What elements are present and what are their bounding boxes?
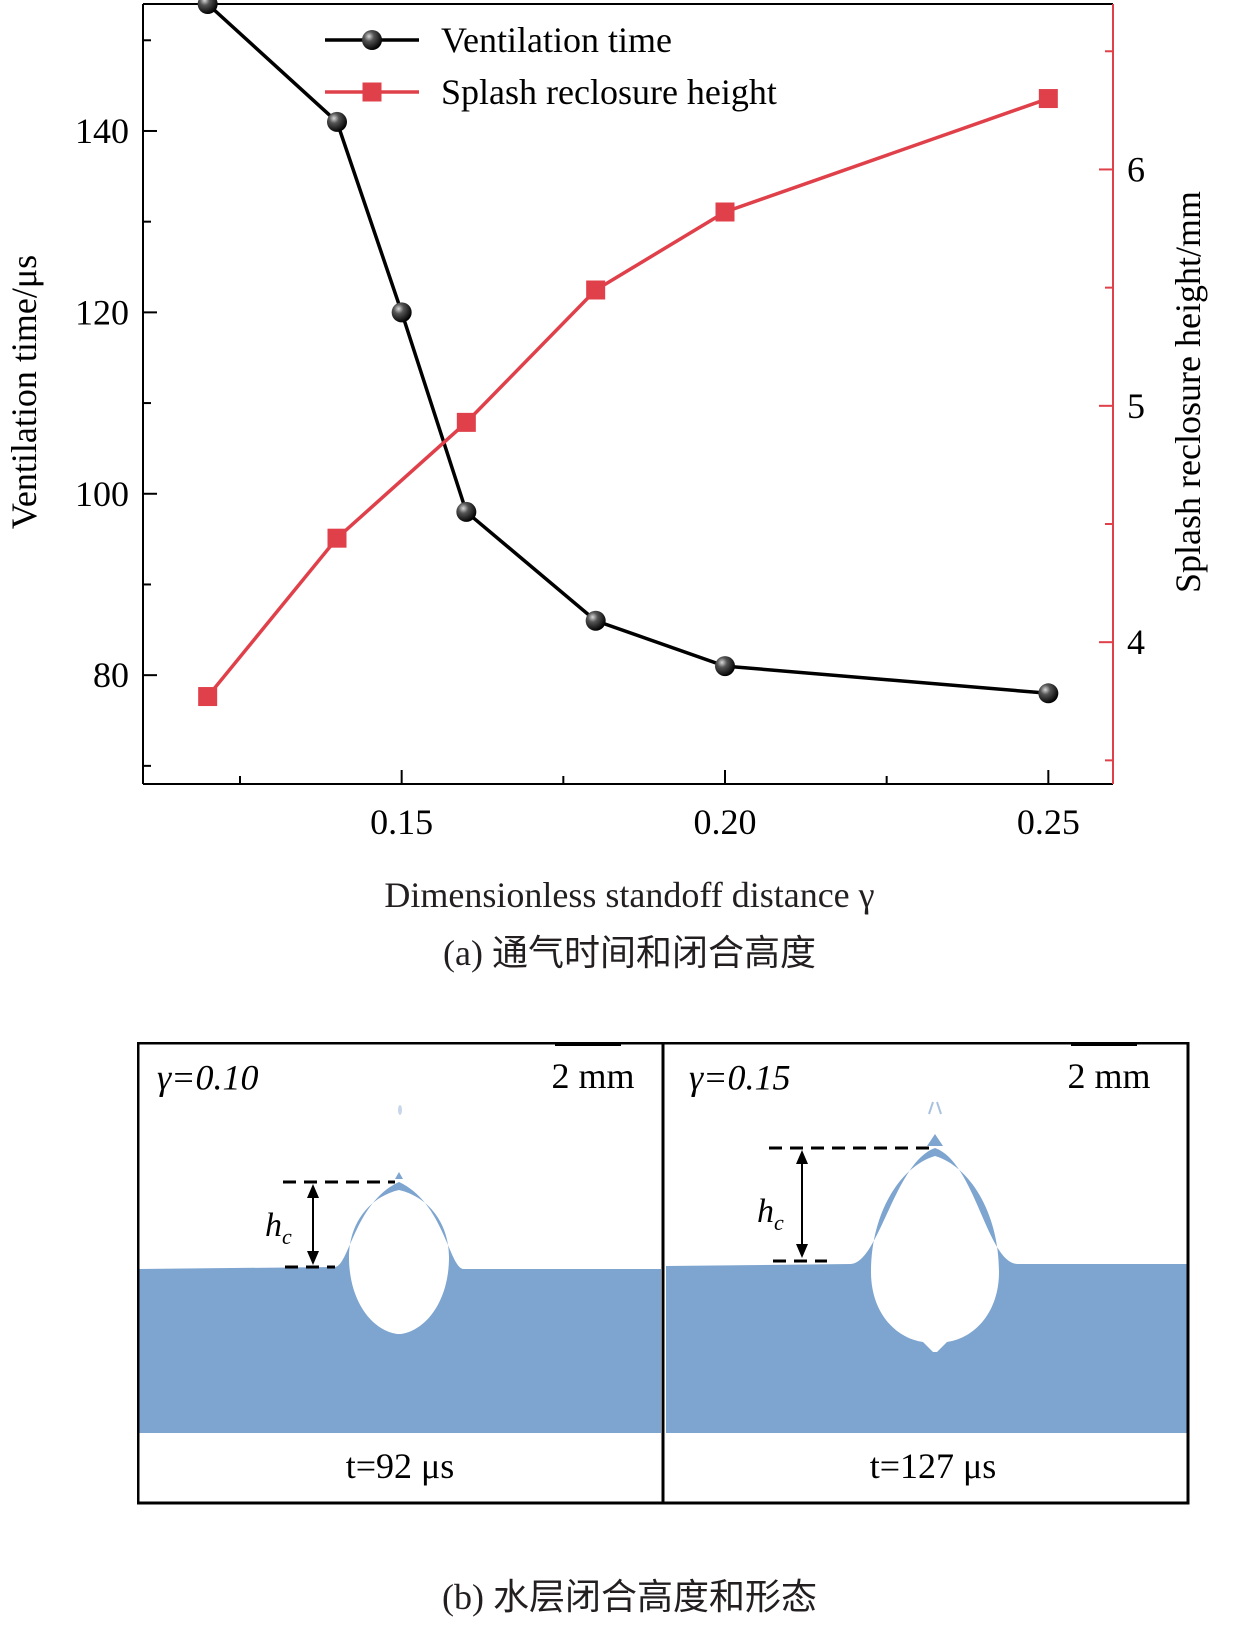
- splash-marker: [198, 687, 218, 707]
- splash-marker: [715, 202, 735, 222]
- splash-marker: [327, 528, 347, 548]
- gamma-label-left: γ=0.10: [157, 1058, 258, 1098]
- x-axis-label: Dimensionless standoff distance γ: [384, 875, 875, 915]
- scale-label-right: 2 mm: [1067, 1056, 1150, 1096]
- ventilation-marker: [585, 610, 606, 631]
- snapshot-figure: γ=0.10 2 mm hc t=92 μs γ=0.15 2 mm hc t=…: [137, 1042, 1190, 1505]
- left-y-tick-label: 80: [93, 655, 129, 695]
- left-y-tick-label: 120: [75, 292, 129, 332]
- snapshot-panel-right: γ=0.15 2 mm hc t=127 μs: [666, 1042, 1189, 1486]
- gamma-label-right: γ=0.15: [689, 1058, 790, 1098]
- x-tick-label: 0.15: [370, 802, 433, 842]
- legend-marker-sphere: [362, 30, 382, 50]
- series-line-splash: [206, 96, 1049, 698]
- x-tick-label: 0.25: [1017, 802, 1080, 842]
- left-y-tick-label: 100: [75, 474, 129, 514]
- ventilation-marker: [327, 111, 347, 132]
- right-y-tick-label: 4: [1127, 622, 1145, 662]
- hc-label-right: hc: [757, 1193, 784, 1235]
- splash-marker: [1038, 89, 1058, 109]
- right-y-tick-label: 5: [1127, 386, 1145, 426]
- time-label-right: t=127 μs: [870, 1446, 997, 1486]
- hc-label-left: hc: [265, 1207, 292, 1249]
- right-y-tick-label: 6: [1127, 149, 1145, 189]
- water-layer-left: [138, 1182, 661, 1433]
- right-axis-label: Splash reclosure height/mm: [1168, 191, 1208, 593]
- caption-a: (a) 通气时间和闭合高度: [443, 933, 816, 973]
- ventilation-marker: [197, 0, 218, 14]
- time-label-left: t=92 μs: [346, 1446, 455, 1486]
- splash-marker: [586, 280, 606, 300]
- splash-marker: [456, 412, 476, 432]
- left-y-tick-label: 140: [75, 111, 129, 151]
- left-axis-label: Ventilation time/μs: [4, 255, 44, 529]
- caption-b: (b) 水层闭合高度和形态: [442, 1577, 817, 1617]
- legend-label: Ventilation time: [441, 20, 672, 60]
- legend-marker-square: [362, 82, 382, 102]
- dual-axis-line-chart: 0.15 0.20 0.25 80 100 120 140 4 5 6 Ventilation t…: [4, 0, 1208, 842]
- ventilation-marker: [391, 302, 412, 323]
- ventilation-marker: [1038, 683, 1059, 704]
- scale-label-left: 2 mm: [551, 1056, 634, 1096]
- legend-label: Splash reclosure height: [441, 72, 777, 112]
- ventilation-marker: [715, 656, 735, 677]
- snapshot-panel-left: γ=0.10 2 mm hc t=92 μs: [138, 1042, 661, 1486]
- water-layer-right: [666, 1148, 1189, 1433]
- x-tick-label: 0.20: [694, 802, 757, 842]
- ventilation-marker: [456, 501, 477, 522]
